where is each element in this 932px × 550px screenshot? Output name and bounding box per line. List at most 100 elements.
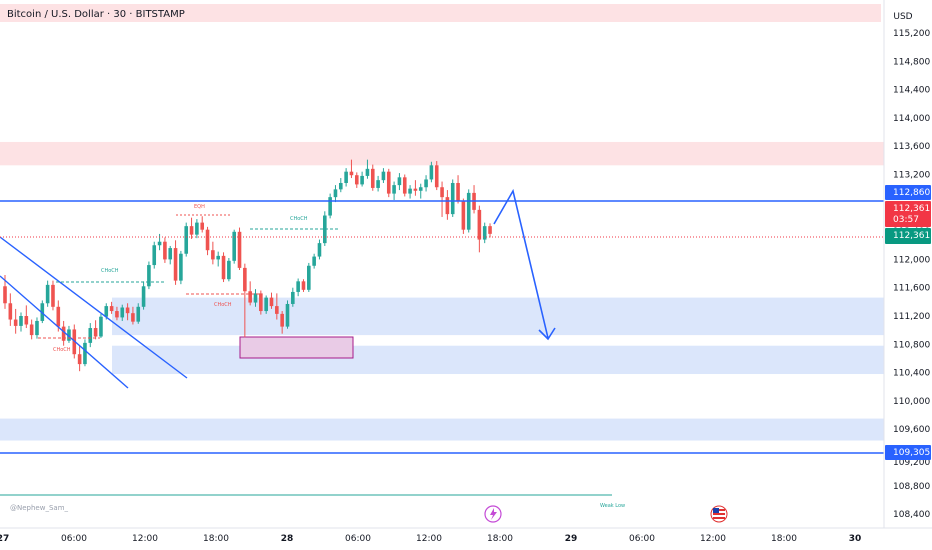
candle-body bbox=[424, 179, 428, 188]
candle-body bbox=[264, 297, 268, 312]
time-tick-label: 12:00 bbox=[132, 534, 158, 544]
annotation-choch-left: CHoCH bbox=[101, 268, 119, 274]
candle-body bbox=[147, 265, 151, 287]
candle-body bbox=[243, 267, 247, 292]
time-tick-label: 27 bbox=[0, 534, 9, 544]
price-tick-label: 110,800 bbox=[893, 340, 930, 350]
currency-label[interactable]: USD bbox=[893, 12, 913, 22]
candle-body bbox=[434, 165, 439, 188]
candle-body bbox=[461, 201, 466, 230]
lightning-icon[interactable] bbox=[484, 505, 502, 523]
candle-body bbox=[109, 306, 114, 312]
time-tick-label: 06:00 bbox=[345, 534, 371, 544]
price-tick-label: 113,200 bbox=[893, 171, 930, 181]
price-tick-label-partial: 109,200 bbox=[893, 458, 930, 468]
projection-arrow[interactable] bbox=[493, 188, 549, 339]
candle-body bbox=[291, 291, 295, 304]
price-tick-label: 109,600 bbox=[893, 425, 930, 435]
candle-body bbox=[29, 324, 34, 336]
demand-zone bbox=[112, 345, 884, 375]
candle-body bbox=[402, 177, 407, 194]
symbol-title: Bitcoin / U.S. Dollar · 30 · BITSTAMP bbox=[7, 9, 185, 20]
annotation-choch-top: CHoCH bbox=[290, 216, 308, 222]
candle-body bbox=[301, 281, 306, 290]
candle-body bbox=[370, 168, 375, 188]
candle-body bbox=[440, 187, 444, 198]
time-tick-label: 18:00 bbox=[487, 534, 513, 544]
candle-body bbox=[141, 286, 146, 307]
candle-body bbox=[168, 248, 173, 260]
candle-body bbox=[285, 303, 290, 327]
level-low-badge bbox=[885, 445, 931, 460]
candle-body bbox=[45, 284, 50, 304]
price-axis[interactable]: 115,200 114,800 114,400 114,000 113,600 113,2… bbox=[883, 0, 932, 550]
drawings-layer bbox=[0, 188, 556, 389]
candle-body bbox=[125, 307, 130, 314]
candle-body bbox=[360, 175, 364, 185]
candle-body bbox=[307, 265, 311, 290]
candle-body bbox=[408, 188, 412, 194]
price-tick-label: 114,000 bbox=[893, 114, 930, 124]
candle-body bbox=[317, 243, 322, 257]
candle-body bbox=[344, 171, 348, 183]
candle-body bbox=[24, 316, 29, 325]
candle-body bbox=[56, 306, 61, 327]
time-tick-label: 28 bbox=[281, 534, 294, 544]
candle-body bbox=[195, 222, 199, 235]
candle-body bbox=[115, 311, 119, 318]
candle-body bbox=[445, 197, 450, 215]
candle-body bbox=[227, 260, 231, 280]
candle-body bbox=[466, 192, 471, 230]
candle-body bbox=[429, 165, 434, 180]
candle-body bbox=[381, 171, 386, 181]
candle-body bbox=[323, 215, 327, 244]
level-high-badge bbox=[885, 185, 931, 200]
candle-body bbox=[221, 255, 226, 280]
candle-body bbox=[418, 187, 423, 191]
candle-body bbox=[131, 313, 135, 322]
candle-body bbox=[88, 328, 93, 343]
annotation-choch-red-2: CHoCH bbox=[214, 302, 232, 308]
candle-body bbox=[365, 168, 370, 176]
candle-body bbox=[35, 320, 39, 336]
candle-body bbox=[83, 342, 87, 365]
candle-body bbox=[120, 307, 125, 318]
candle-body bbox=[200, 222, 205, 230]
price-tick-label: 110,000 bbox=[893, 397, 930, 407]
trendline-upper[interactable] bbox=[0, 236, 188, 379]
last-price-badge-text: 112,361 bbox=[893, 231, 930, 241]
level-high-badge-text: 112,860 bbox=[893, 188, 930, 198]
price-tick-label: 108,800 bbox=[893, 482, 930, 492]
candle-body bbox=[8, 303, 13, 320]
candle-body bbox=[397, 177, 402, 186]
candle-body bbox=[216, 255, 220, 260]
candle-body bbox=[51, 284, 55, 307]
candle-body bbox=[3, 286, 7, 304]
author-watermark: @Nephew_Sam_ bbox=[10, 504, 69, 512]
time-axis[interactable]: 27 06:00 12:00 18:00 28 06:00 12:00 18:00 29 06:0… bbox=[0, 527, 932, 544]
trendline-lower[interactable] bbox=[0, 275, 129, 389]
candle-body bbox=[456, 182, 460, 202]
candle-body bbox=[376, 180, 380, 188]
candle-body bbox=[184, 226, 189, 254]
zones-layer bbox=[0, 4, 884, 441]
us-flag-icon[interactable] bbox=[710, 505, 728, 523]
candle-body bbox=[280, 313, 284, 327]
candle-body bbox=[99, 316, 103, 337]
annotation-choch-red-1: CHoCH bbox=[53, 347, 71, 353]
candle-body bbox=[275, 306, 279, 314]
candle-body bbox=[296, 281, 300, 292]
time-tick-label: 06:00 bbox=[629, 534, 655, 544]
candle-body bbox=[482, 226, 487, 240]
price-badge-text: 03:57 bbox=[893, 215, 919, 225]
candle-body bbox=[163, 241, 167, 260]
candle-body bbox=[232, 231, 236, 261]
price-badge-text: 112,361 bbox=[893, 204, 930, 214]
candle-body bbox=[237, 231, 242, 268]
candle-body bbox=[354, 175, 359, 185]
price-tick-label: 111,600 bbox=[893, 284, 930, 294]
candle-body bbox=[269, 297, 274, 307]
price-tick-label: 108,400 bbox=[893, 510, 930, 520]
candle-body bbox=[61, 326, 66, 341]
